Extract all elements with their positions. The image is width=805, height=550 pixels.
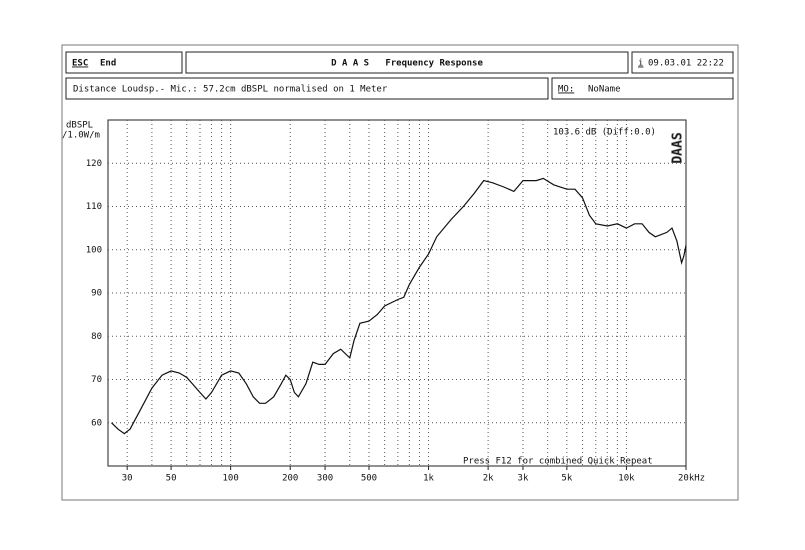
mo-key: MO: xyxy=(558,85,574,95)
title: D A A S Frequency Response xyxy=(331,59,483,69)
annotation: 103.6 dB (Diff:0.0) xyxy=(553,128,656,138)
y-tick-label: 120 xyxy=(86,159,102,169)
info-box[interactable] xyxy=(631,51,734,74)
mo-box[interactable] xyxy=(551,77,734,100)
y-label: dBSPL xyxy=(66,121,93,131)
esc-key: ESC xyxy=(72,59,88,69)
y-tick-label: 90 xyxy=(91,289,102,299)
x-tick-label: 20kHz xyxy=(678,474,705,484)
frame xyxy=(61,44,739,501)
distance-box xyxy=(65,77,549,100)
info-key: i xyxy=(638,59,643,69)
esc-box[interactable] xyxy=(65,51,183,74)
distance: Distance Loudsp.- Mic.: 57.2cm dBSPL nor… xyxy=(73,85,388,95)
annotation: Press F12 for combined Quick Repeat xyxy=(463,457,653,467)
x-tick-label: 30 xyxy=(122,474,133,484)
x-tick-label: 5k xyxy=(561,474,572,484)
title-box xyxy=(185,51,629,74)
y-tick-label: 60 xyxy=(91,418,102,428)
x-tick-label: 200 xyxy=(282,474,298,484)
y-label: /1.0W/m xyxy=(62,131,100,141)
response-line xyxy=(111,177,687,435)
y-tick-label: 100 xyxy=(86,245,102,255)
y-tick-label: 70 xyxy=(91,375,102,385)
x-tick-label: 1k xyxy=(423,474,434,484)
x-tick-label: 3k xyxy=(518,474,529,484)
esc-label: End xyxy=(100,59,116,69)
x-tick-label: 100 xyxy=(223,474,239,484)
x-tick-label: 10k xyxy=(618,474,635,484)
mo-label: NoName xyxy=(588,85,621,95)
watermark: DAAS xyxy=(671,132,686,163)
x-tick-label: 50 xyxy=(166,474,177,484)
y-tick-label: 110 xyxy=(86,202,102,212)
y-tick-label: 80 xyxy=(91,332,102,342)
datetime: 09.03.01 22:22 xyxy=(648,59,724,69)
x-tick-label: 2k xyxy=(483,474,494,484)
x-tick-label: 300 xyxy=(317,474,333,484)
x-tick-label: 500 xyxy=(361,474,377,484)
